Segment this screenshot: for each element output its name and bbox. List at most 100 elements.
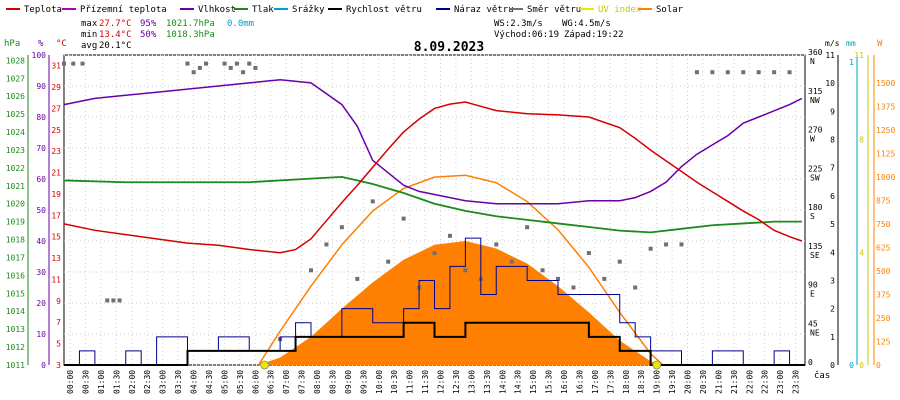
x-tick-label: 00:30 [81,370,90,394]
pressure-tick-label: 1028 [6,56,25,65]
uv-index-point [652,360,662,370]
wind-tick-label: 6 [830,192,835,201]
wind-direction-point [339,225,344,230]
wind-axis-unit: m/s [825,39,840,48]
x-tick-label: 16:00 [560,370,569,394]
wind-direction-point [633,285,638,290]
direction-tick-label: S [810,212,815,221]
wind-direction-point [222,61,227,66]
solar-tick-label: 1125 [876,150,895,159]
wind-direction-point [463,268,468,273]
pressure-tick-label: 1024 [6,128,25,137]
stat-avg-temp: 20.1°C [99,41,132,51]
wind-direction-point [309,268,313,273]
direction-tick-value: 90 [808,281,818,290]
legend-label: Srážky [292,5,325,15]
direction-tick-label: SW [810,173,820,182]
wind-tick-label: 10 [825,79,835,88]
temperature-tick-label: 7 [56,318,61,327]
temperature-tick-label: 9 [56,297,61,306]
pressure-tick-label: 1017 [6,253,25,262]
wind-direction-point [787,70,792,75]
solar-tick-label: 1375 [876,103,895,112]
uv-tick-label: 11 [854,51,864,60]
wind-direction-point [571,285,576,290]
humidity-axis-unit: % [38,39,44,49]
wind-tick-label: 2 [830,305,835,314]
humidity-tick-label: 100 [32,51,47,60]
wind-direction-point [602,276,607,281]
x-tick-label: 18:00 [622,370,631,394]
temperature-tick-label: 19 [51,190,61,199]
wind-direction-point [401,216,406,221]
uv-tick-label: 0 [859,361,864,370]
x-tick-label: 07:00 [282,370,291,394]
x-tick-label: 03:00 [159,370,168,394]
solar-tick-label: 875 [876,197,891,206]
pressure-line [63,175,802,234]
x-tick-label: 17:00 [591,370,600,394]
pressure-tick-label: 1016 [6,271,25,280]
wind-direction-point [664,242,669,247]
x-tick-label: 06:30 [267,370,276,394]
wind-tick-label: 7 [830,164,835,173]
stat-max-temp: 27.7°C [99,19,132,29]
direction-tick-value: 180 [808,203,823,212]
x-tick-label: 20:30 [699,370,708,394]
wind-speed-avg: WS:2.3m/s [494,19,543,29]
temperature-tick-label: 13 [51,254,61,263]
x-tick-label: 02:00 [128,370,137,394]
stat-precip: 0.0mm [227,19,254,29]
x-tick-label: 02:30 [143,370,152,394]
pressure-tick-label: 1014 [6,307,25,316]
humidity-tick-label: 80 [36,113,46,122]
wind-tick-label: 8 [830,136,835,145]
x-tick-label: 06:00 [251,370,260,394]
x-tick-label: 08:30 [328,370,337,394]
x-tick-label: 22:30 [761,370,770,394]
x-tick-label: 05:00 [220,370,229,394]
humidity-tick-label: 90 [36,82,46,91]
pressure-tick-label: 1023 [6,146,25,155]
x-tick-label: 09:00 [344,370,353,394]
direction-tick-value: 0 [808,358,813,367]
pressure-tick-label: 1011 [6,361,25,370]
sunrise-time: Východ:06:19 [494,30,559,40]
legend-label: Teplota [24,5,62,15]
wind-tick-label: 1 [830,333,835,342]
wind-tick-label: 4 [830,248,835,257]
pressure-axis-unit: hPa [4,39,20,49]
temperature-tick-label: 15 [51,233,61,242]
pressure-tick-label: 1020 [6,200,25,209]
axes: 00:00 00:30 01:00 01:30 02:00 02:30 03:00 03:30… [4,39,895,394]
wind-direction-point [648,246,653,251]
wind-direction-point [197,65,202,70]
pressure-tick-label: 1025 [6,110,25,119]
x-tick-label: 23:00 [776,370,785,394]
legend-label: UV index [598,5,642,15]
uv-tick-label: 8 [859,136,864,145]
x-tick-label: 07:30 [298,370,307,394]
direction-tick-label: NW [810,96,820,105]
direction-tick-value: 45 [808,319,818,328]
solar-tick-label: 125 [876,338,891,347]
x-tick-label: 14:00 [498,370,507,394]
legend-label: Přízemní teplota [80,5,167,15]
temperature-tick-label: 17 [51,211,61,220]
x-tick-label: 12:30 [452,370,461,394]
temperature-tick-label: 29 [51,83,61,92]
humidity-tick-label: 50 [36,206,46,215]
precip-tick-label: 1 [849,58,854,67]
humidity-tick-label: 10 [36,330,46,339]
temperature-axis-unit: °C [56,39,67,49]
wind-tick-label: 9 [830,107,835,116]
wind-direction-point [111,298,116,303]
wind-direction-point [247,61,252,66]
wind-direction-point [185,61,190,66]
humidity-tick-label: 20 [36,299,46,308]
x-tick-label: 08:00 [313,370,322,394]
pressure-tick-label: 1027 [6,74,25,83]
wind-direction-point [710,70,715,75]
stat-min-humidity: 50% [140,30,157,40]
stat-avg-label: avg [81,41,97,51]
